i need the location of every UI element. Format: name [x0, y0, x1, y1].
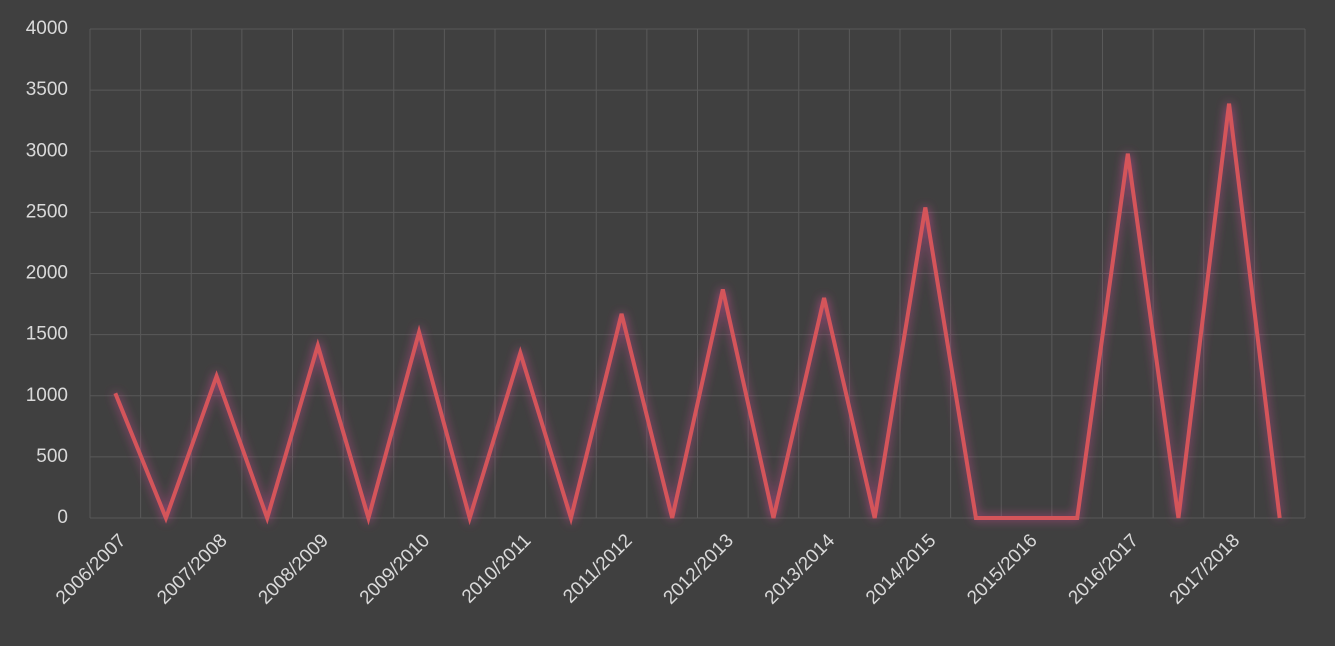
y-tick-label: 3000 — [26, 140, 68, 161]
y-tick-label: 0 — [57, 507, 68, 528]
y-tick-label: 4000 — [26, 18, 68, 39]
y-tick-label: 500 — [36, 446, 68, 467]
y-tick-label: 1000 — [26, 385, 68, 406]
y-tick-label: 2500 — [26, 201, 68, 222]
y-tick-label: 1500 — [26, 324, 68, 345]
line-series — [113, 103, 1282, 526]
y-tick-label: 2000 — [26, 263, 68, 284]
y-tick-label: 3500 — [26, 79, 68, 100]
